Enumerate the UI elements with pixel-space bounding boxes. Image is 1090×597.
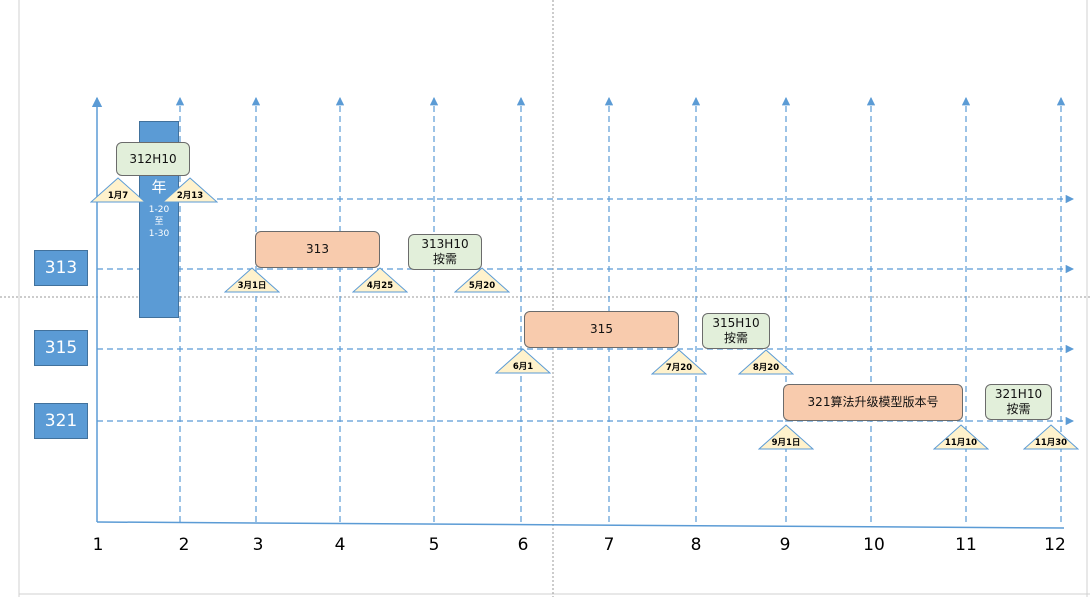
milestone-label: 8月20	[752, 363, 780, 373]
milestone-triangle: 6月1	[495, 348, 551, 374]
milestone-label: 11月10	[944, 438, 978, 448]
month-label: 11	[955, 535, 977, 555]
freeze-end: 1-30	[148, 229, 170, 239]
box-315: 315	[524, 311, 679, 348]
x-axis	[96, 521, 1065, 529]
month-label: 4	[334, 535, 346, 555]
milestone-label: 2月13	[176, 191, 204, 201]
month-label: 2	[178, 535, 190, 555]
box-text: 按需	[432, 252, 457, 266]
box-text: 321H10	[994, 387, 1043, 401]
month-label: 1	[92, 535, 104, 555]
milestone-triangle: 4月25	[352, 267, 408, 293]
month-label: 6	[517, 535, 529, 555]
box-321: 321算法升级模型版本号	[783, 384, 963, 421]
box-text: 313	[306, 242, 329, 256]
box-text: 315	[590, 322, 613, 336]
milestone-triangle: 9月1日	[758, 424, 814, 450]
milestone-triangle: 1月7	[90, 177, 146, 203]
month-label: 10	[863, 535, 885, 555]
freeze-range: 1-20 至 1-30	[140, 204, 178, 240]
box-321h10: 321H10 按需	[985, 384, 1052, 420]
milestone-label: 1月7	[107, 191, 129, 201]
milestone-triangle: 11月30	[1023, 424, 1079, 450]
milestone-label: 4月25	[366, 281, 394, 291]
freeze-start: 1-20	[148, 205, 170, 215]
milestone-triangle: 8月20	[738, 349, 794, 375]
milestone-label: 7月20	[665, 363, 693, 373]
milestone-label: 9月1日	[771, 438, 801, 448]
milestone-label: 6月1	[512, 362, 534, 372]
milestone-triangle: 5月20	[454, 267, 510, 293]
freeze-char: 年	[151, 178, 167, 196]
milestone-triangle: 7月20	[651, 349, 707, 375]
version-label-321: 321	[34, 403, 88, 439]
version-label-313: 313	[34, 250, 88, 286]
month-label: 7	[603, 535, 615, 555]
box-315h10: 315H10 按需	[702, 313, 770, 349]
milestone-triangle: 11月10	[933, 424, 989, 450]
box-312h10: 312H10	[116, 142, 190, 176]
box-text: 321算法升级模型版本号	[807, 395, 939, 409]
box-313h10: 313H10 按需	[408, 234, 482, 270]
month-label: 3	[252, 535, 264, 555]
box-text: 按需	[1006, 402, 1031, 416]
freeze-to: 至	[154, 217, 164, 227]
milestone-label: 11月30	[1034, 438, 1068, 448]
milestone-label: 3月1日	[237, 281, 267, 291]
box-313: 313	[255, 231, 380, 268]
box-text: 按需	[723, 331, 748, 345]
milestone-triangle: 2月13	[162, 177, 218, 203]
month-label: 8	[690, 535, 702, 555]
milestone-triangle: 3月1日	[224, 267, 280, 293]
box-text: 315H10	[712, 316, 760, 330]
milestone-label: 5月20	[468, 281, 496, 291]
month-label: 9	[779, 535, 791, 555]
month-label: 5	[428, 535, 440, 555]
box-text: 312H10	[129, 151, 177, 166]
month-label: 12	[1044, 535, 1066, 555]
grid-lines	[97, 96, 1075, 522]
box-text: 313H10	[421, 237, 469, 251]
version-label-315: 315	[34, 330, 88, 366]
